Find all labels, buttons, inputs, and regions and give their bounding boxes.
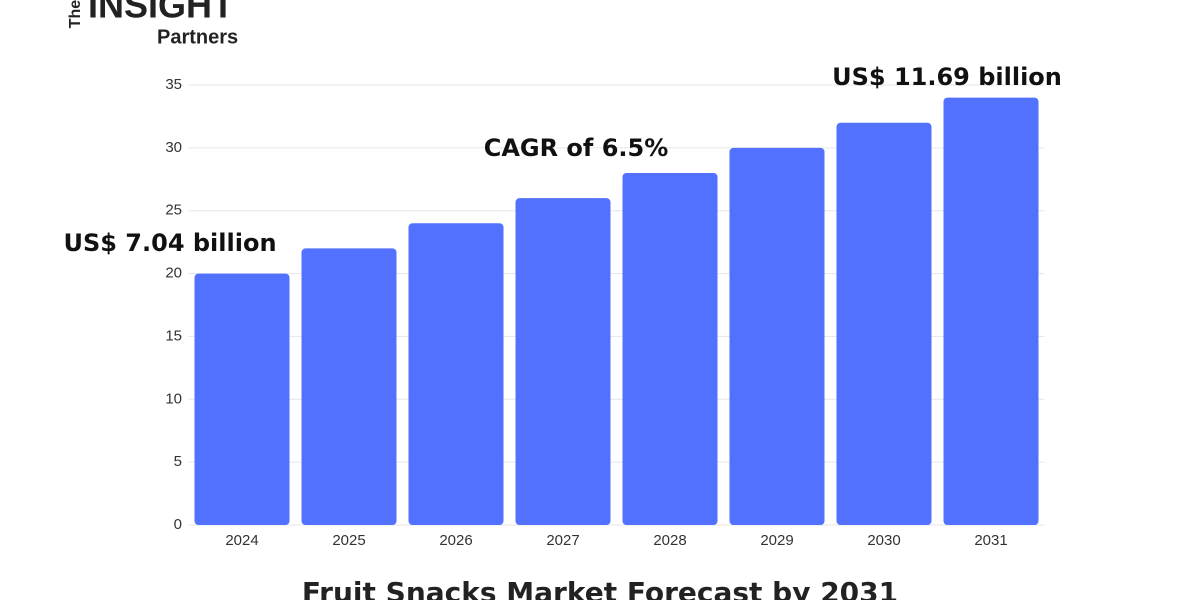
x-tick-label: 2030	[867, 532, 900, 549]
annotation: US$ 7.04 billion	[63, 229, 276, 257]
y-tick-label: 20	[165, 265, 182, 282]
bar	[515, 198, 611, 525]
x-tick-label: 2026	[439, 532, 472, 549]
bar	[301, 248, 397, 525]
x-tick-label: 2029	[760, 532, 793, 549]
logo-name: INSIGHT	[88, 0, 234, 26]
y-tick-label: 25	[165, 202, 182, 219]
annotation: US$ 11.69 billion	[832, 63, 1062, 91]
y-tick-label: 5	[174, 453, 182, 470]
logo-prefix: The	[67, 0, 84, 28]
y-tick-label: 35	[165, 76, 182, 93]
y-tick-label: 15	[165, 327, 182, 344]
x-tick-label: 2031	[974, 532, 1007, 549]
y-tick-label: 30	[165, 139, 182, 156]
bar	[408, 223, 504, 526]
bar	[194, 273, 290, 525]
x-tick-label: 2024	[225, 532, 258, 549]
x-tick-label: 2025	[332, 532, 365, 549]
y-tick-label: 10	[165, 390, 182, 407]
logo-suffix: Partners	[157, 26, 238, 48]
x-tick-label: 2028	[653, 532, 686, 549]
x-tick-label: 2027	[546, 532, 579, 549]
bar	[836, 122, 932, 525]
annotation: CAGR of 6.5%	[484, 134, 669, 162]
bar	[622, 173, 718, 525]
bar	[943, 97, 1039, 526]
bar	[729, 147, 825, 525]
chart-title: Fruit Snacks Market Forecast by 2031	[302, 576, 898, 600]
y-tick-label: 0	[174, 516, 182, 533]
